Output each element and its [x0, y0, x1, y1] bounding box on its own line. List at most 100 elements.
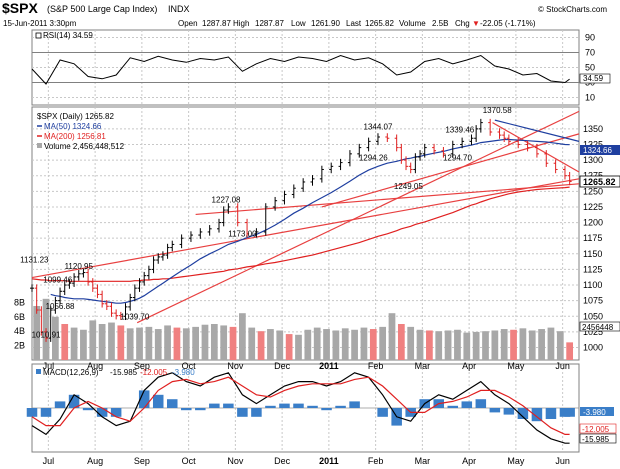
- axis-layer: Jul Jul Aug Aug Sep Sep Oct Oct Nov Nov Dec Dec 2011…: [14, 33, 603, 467]
- volume-bar: [491, 330, 499, 360]
- volume-bar: [351, 329, 358, 360]
- ma50-tag: 1324.66: [583, 146, 612, 155]
- macd-value: -15.985: [110, 368, 138, 377]
- price-tick-label: 1000: [583, 343, 603, 353]
- x-tick-label: May: [507, 361, 525, 371]
- price-tick-label: 1150: [583, 249, 602, 259]
- price-legend: $SPX (Daily) 1265.82: [37, 112, 114, 121]
- price-tick-label: 1050: [583, 311, 603, 321]
- trendline: [195, 183, 580, 216]
- price-tick-label: 1300: [583, 155, 603, 165]
- rsi-layer: [31, 54, 570, 85]
- volume-bar: [117, 325, 125, 360]
- x-tick-label-bottom: Jun: [555, 456, 570, 466]
- x-tick-label-bottom: May: [507, 456, 525, 466]
- macd-tag-box: [579, 433, 617, 444]
- volume-bar: [323, 329, 330, 360]
- macd-histogram-bar: [223, 403, 234, 408]
- price-annotation: 1131.23: [20, 256, 49, 265]
- volume-bar: [454, 329, 461, 360]
- signal-tag: -12.005: [582, 425, 610, 434]
- x-tick-label: Jul: [43, 361, 55, 371]
- volume-bar: [295, 334, 302, 360]
- high-label: High: [233, 19, 249, 28]
- volume-bar: [154, 329, 162, 360]
- price-annotation: 1294.26: [359, 154, 388, 163]
- macd-legend: MACD(12,26,9): [43, 368, 99, 377]
- rsi-tick-label: 70: [585, 48, 595, 58]
- volume-bar: [379, 326, 387, 360]
- volume-bar: [407, 326, 415, 360]
- volume-bar: [482, 331, 489, 360]
- ma200-legend: MA(200) 1256.81: [44, 132, 106, 141]
- volume-bar: [500, 329, 508, 360]
- macd-histogram-bar: [564, 408, 575, 417]
- volume-bar: [80, 329, 87, 360]
- chg-arrow-icon: ▼: [472, 19, 480, 28]
- chart-symbol: $SPX: [2, 0, 38, 16]
- ma50-line: [50, 138, 570, 304]
- macd-histogram-bar: [166, 399, 178, 408]
- macd-histogram-bar: [82, 408, 94, 411]
- volume-bar: [201, 324, 209, 360]
- volume-bar: [182, 328, 190, 360]
- macd-histogram-bar: [475, 399, 487, 408]
- macd-histogram-bar: [54, 401, 66, 408]
- macd-histogram-bar: [265, 405, 276, 408]
- rsi-tick-label: 50: [585, 63, 595, 73]
- macd-histogram-bar: [26, 408, 38, 417]
- price-annotation: 1056.88: [46, 302, 75, 311]
- macd-histogram-bar: [279, 403, 290, 408]
- volume-bar: [164, 325, 171, 360]
- price-annotation: 1039.70: [120, 313, 149, 322]
- volume-bar: [444, 330, 452, 360]
- x-tick-label: Sep: [134, 361, 150, 371]
- volume-bar: [126, 328, 134, 360]
- price-annotation: 1249.05: [394, 182, 423, 191]
- ma50-legend: MA(50) 1324.66: [44, 122, 102, 131]
- rsi-current-tag-box: [579, 73, 611, 84]
- volume-bar: [435, 331, 443, 360]
- price-tick-label: 1200: [583, 218, 603, 228]
- volume-tick-label: 8B: [14, 297, 25, 307]
- signal-value: -12.005: [140, 368, 168, 377]
- macd-histogram-bar: [461, 401, 473, 408]
- volume-bar: [229, 326, 237, 360]
- price-panel: [31, 106, 580, 361]
- macd-histogram-bar: [447, 405, 459, 408]
- volume-bar: [519, 328, 527, 360]
- trendline: [136, 110, 580, 324]
- x-tick-label: 2011: [319, 361, 339, 371]
- price-annotation: 1370.58: [483, 106, 512, 115]
- last-price-tag: 1265.82: [583, 177, 616, 187]
- volume-tag: 2456448: [582, 323, 614, 332]
- x-tick-label: Feb: [368, 361, 384, 371]
- macd-histogram-bar: [195, 408, 206, 411]
- macd-histogram-bar: [349, 401, 360, 408]
- price-layer: [30, 118, 572, 342]
- x-tick-label: Dec: [274, 361, 291, 371]
- ma200-line: [31, 186, 570, 282]
- last-value: 1265.82: [365, 19, 394, 28]
- volume-bar: [556, 331, 564, 360]
- high-value: 1287.87: [255, 19, 284, 28]
- macd-histogram-bar: [181, 408, 192, 411]
- price-tick-label: 1175: [583, 233, 602, 243]
- volume-bar: [239, 313, 246, 360]
- x-tick-label-bottom: Apr: [462, 456, 476, 466]
- price-annotation: 1099.46: [43, 275, 72, 284]
- volume-bar: [332, 330, 340, 360]
- price-tick-label: 1075: [583, 296, 603, 306]
- volume-bar: [52, 316, 59, 360]
- hist-tag: -3.980: [583, 408, 606, 417]
- signal-line: [31, 376, 570, 435]
- volume-bar: [397, 324, 405, 360]
- macd-histogram-bar: [517, 408, 529, 419]
- macd-histogram-bar: [503, 408, 515, 415]
- volume-bar: [313, 327, 321, 360]
- hist-value: -3.980: [172, 368, 195, 377]
- macd-histogram-bar: [40, 408, 52, 417]
- volume-bar: [98, 324, 106, 360]
- volume-bar: [89, 320, 97, 360]
- volume-bar: [173, 327, 181, 360]
